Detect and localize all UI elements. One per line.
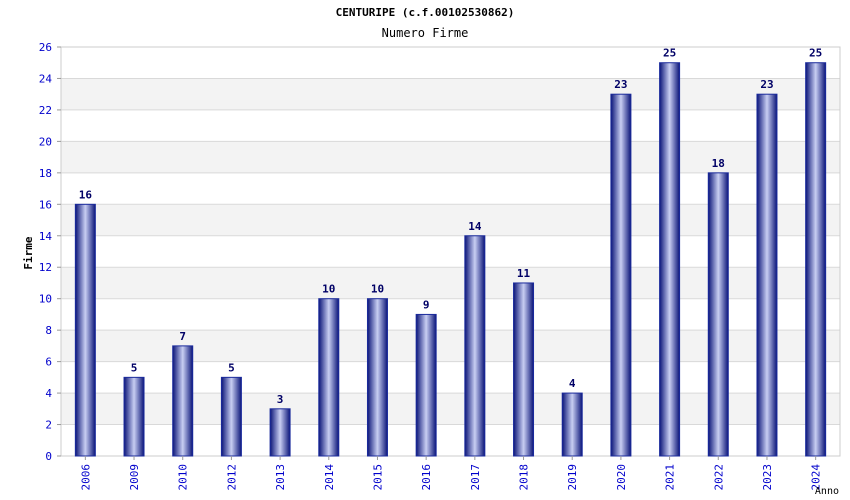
grid-band xyxy=(61,78,840,110)
y-tick-label: 6 xyxy=(45,356,52,369)
value-label-2020: 23 xyxy=(614,78,627,91)
bar-2013 xyxy=(269,408,291,457)
y-tick-label: 2 xyxy=(45,419,52,432)
x-tick-label-2018: 2018 xyxy=(518,464,531,491)
x-tick-label-2016: 2016 xyxy=(420,464,433,491)
y-axis-label: Firme xyxy=(22,236,35,269)
y-tick-label: 24 xyxy=(39,72,53,85)
y-tick-label: 18 xyxy=(39,167,52,180)
y-tick-label: 8 xyxy=(45,324,52,337)
plot-frame xyxy=(60,46,841,457)
x-tick-label-2020: 2020 xyxy=(615,464,628,491)
y-tick-label: 20 xyxy=(39,135,52,148)
x-tick-label-2009: 2009 xyxy=(128,464,141,491)
x-tick-label-2023: 2023 xyxy=(761,464,774,491)
value-label-2006: 16 xyxy=(79,188,93,201)
x-tick-label-2015: 2015 xyxy=(371,464,384,491)
bar-2020 xyxy=(610,93,632,457)
grid-band xyxy=(61,141,840,173)
bar-2015 xyxy=(366,298,388,457)
value-label-2010: 7 xyxy=(179,330,186,343)
chart-subtitle: Numero Firme xyxy=(381,26,469,40)
bar-2009 xyxy=(123,376,145,457)
x-tick-label-2019: 2019 xyxy=(566,464,579,491)
bar-2017 xyxy=(464,235,486,457)
y-tick-label: 14 xyxy=(39,230,53,243)
y-tick-label: 10 xyxy=(39,293,52,306)
value-label-2023: 23 xyxy=(760,78,773,91)
grid-band xyxy=(61,47,840,79)
x-tick-label-2010: 2010 xyxy=(177,464,190,491)
x-tick-label-2006: 2006 xyxy=(79,464,92,491)
x-tick-label-2017: 2017 xyxy=(469,464,482,491)
value-label-2015: 10 xyxy=(371,283,384,296)
bar-2021 xyxy=(659,62,681,457)
value-label-2016: 9 xyxy=(423,298,430,311)
value-label-2024: 25 xyxy=(809,47,822,60)
y-tick-label: 16 xyxy=(39,198,52,211)
bar-2022 xyxy=(707,172,729,457)
bar-2012 xyxy=(220,376,242,457)
y-tick-label: 0 xyxy=(45,450,52,463)
y-tick-label: 26 xyxy=(39,41,52,54)
value-label-2021: 25 xyxy=(663,47,676,60)
bar-2016 xyxy=(415,313,437,457)
value-label-2018: 11 xyxy=(517,267,531,280)
y-tick-label: 22 xyxy=(39,104,52,117)
chart-title: CENTURIPE (c.f.00102530862) xyxy=(335,6,515,19)
x-tick-label-2012: 2012 xyxy=(225,464,238,491)
bar-2023 xyxy=(756,93,778,457)
grid-band xyxy=(61,109,840,142)
value-label-2014: 10 xyxy=(322,283,335,296)
x-tick-label-2013: 2013 xyxy=(274,464,287,491)
bar-2006 xyxy=(74,203,96,457)
x-tick-label-2022: 2022 xyxy=(712,464,725,491)
value-label-2009: 5 xyxy=(131,361,138,374)
bar-2014 xyxy=(318,298,340,457)
value-label-2019: 4 xyxy=(569,377,576,390)
x-tick-label-2021: 2021 xyxy=(664,464,677,491)
bar-2010 xyxy=(172,345,194,457)
bar-2019 xyxy=(561,392,583,457)
x-tick-label-2024: 2024 xyxy=(810,464,823,491)
value-label-2013: 3 xyxy=(277,393,284,406)
bar-2024 xyxy=(805,62,827,457)
bar-2018 xyxy=(513,282,535,457)
y-tick-label: 12 xyxy=(39,261,52,274)
value-label-2012: 5 xyxy=(228,361,235,374)
x-tick-label-2014: 2014 xyxy=(323,464,336,491)
value-label-2022: 18 xyxy=(712,157,725,170)
x-axis-label: Anno xyxy=(815,486,839,497)
value-label-2017: 14 xyxy=(468,220,482,233)
y-tick-label: 4 xyxy=(45,387,52,400)
